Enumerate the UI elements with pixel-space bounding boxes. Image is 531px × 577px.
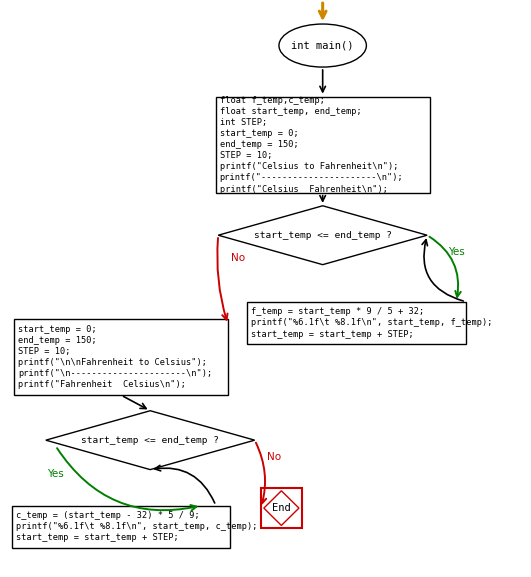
Text: c_temp = (start_temp - 32) * 5 / 9;
printf("%6.1f\t %8.1f\n", start_temp, c_temp: c_temp = (start_temp - 32) * 5 / 9; prin… bbox=[16, 511, 257, 542]
Text: End: End bbox=[272, 503, 291, 513]
Text: start_temp <= end_temp ?: start_temp <= end_temp ? bbox=[81, 436, 219, 445]
Bar bbox=[12, 505, 230, 548]
Bar bbox=[261, 488, 302, 529]
Bar bbox=[216, 96, 430, 193]
Ellipse shape bbox=[279, 24, 366, 67]
Polygon shape bbox=[264, 491, 299, 526]
Text: Yes: Yes bbox=[47, 469, 64, 479]
Bar bbox=[14, 319, 228, 395]
Text: f_temp = start_temp * 9 / 5 + 32;
printf("%6.1f\t %8.1f\n", start_temp, f_temp);: f_temp = start_temp * 9 / 5 + 32; printf… bbox=[251, 308, 493, 339]
Text: start_temp <= end_temp ?: start_temp <= end_temp ? bbox=[254, 231, 392, 239]
Text: float f_temp,c_temp;
float start_temp, end_temp;
int STEP;
start_temp = 0;
end_t: float f_temp,c_temp; float start_temp, e… bbox=[220, 96, 404, 193]
Text: No: No bbox=[230, 253, 245, 263]
Text: No: No bbox=[267, 452, 281, 462]
Text: int main(): int main() bbox=[292, 40, 354, 51]
Text: start_temp = 0;
end_temp = 150;
STEP = 10;
printf("\n\nFahrenheit to Celsius");
: start_temp = 0; end_temp = 150; STEP = 1… bbox=[18, 325, 212, 389]
Polygon shape bbox=[218, 206, 427, 265]
Bar bbox=[247, 302, 466, 344]
Polygon shape bbox=[46, 411, 255, 470]
Text: Yes: Yes bbox=[448, 247, 465, 257]
